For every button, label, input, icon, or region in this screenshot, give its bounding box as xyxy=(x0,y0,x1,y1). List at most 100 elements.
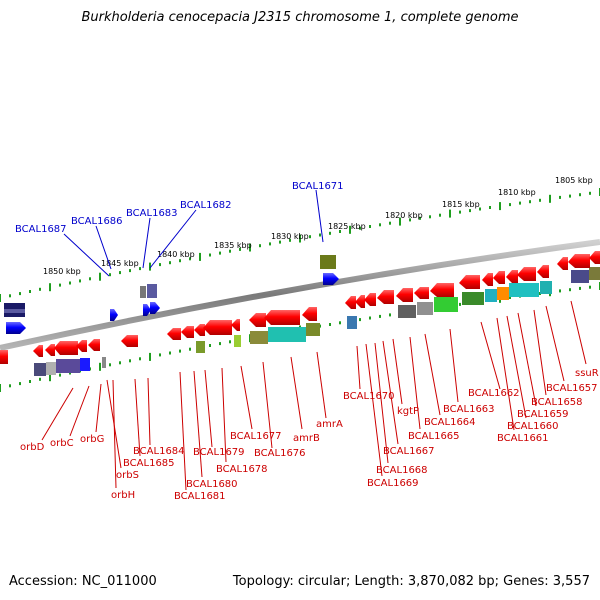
scale-minor-tick xyxy=(559,289,561,293)
scale-minor-tick xyxy=(179,349,181,353)
scale-minor-tick xyxy=(59,373,61,377)
scale-major-tick xyxy=(0,384,1,392)
scale-minor-tick xyxy=(529,200,531,204)
gene-block xyxy=(540,281,552,294)
scale-major-tick xyxy=(99,362,101,371)
gene-block xyxy=(46,362,56,375)
gene-arrow xyxy=(459,275,480,289)
gene-arrow xyxy=(377,290,394,304)
scale-minor-tick xyxy=(469,209,471,213)
gene-label-BCAL1669: BCAL1669 xyxy=(367,478,419,489)
scale-minor-tick xyxy=(319,233,321,237)
scale-minor-tick xyxy=(29,290,31,293)
bottom-labels: orbD orbC orbG orbS orbH BCAL1684 BCAL16… xyxy=(20,368,599,502)
scale-minor-tick xyxy=(519,201,521,205)
gene-label-BCAL1686: BCAL1686 xyxy=(71,216,123,227)
scale-major-tick xyxy=(249,243,251,252)
gene-block xyxy=(250,331,268,344)
scale-major-tick xyxy=(0,294,1,302)
gene-label-BCAL1681: BCAL1681 xyxy=(174,491,226,502)
gene-arrow xyxy=(506,270,518,283)
scale-major-tick xyxy=(399,217,401,226)
scale-major-tick xyxy=(549,194,551,203)
gene-arrow xyxy=(430,283,454,297)
gene-label-amrB: amrB xyxy=(293,433,320,444)
scale-minor-tick xyxy=(39,377,41,381)
gene-block xyxy=(102,357,106,368)
scale-major-tick xyxy=(349,225,351,234)
scale-minor-tick xyxy=(229,340,231,344)
scale-major-tick xyxy=(49,283,51,292)
scale-minor-tick xyxy=(339,321,341,325)
scale-minor-tick xyxy=(559,195,561,199)
gene-block xyxy=(398,305,416,318)
gene-block xyxy=(417,302,433,315)
gene-arrow xyxy=(517,267,536,281)
scale-label-1830: 1830 kbp xyxy=(271,232,309,241)
gene-arrow xyxy=(54,341,78,355)
gene-block xyxy=(4,309,25,313)
scale-minor-tick xyxy=(129,359,131,363)
scale-minor-tick xyxy=(489,206,491,209)
scale-minor-tick xyxy=(209,253,211,257)
accession-text: Accession: NC_011000 xyxy=(9,574,157,589)
scale-minor-tick xyxy=(509,203,511,207)
scale-minor-tick xyxy=(109,273,111,277)
top-labels: BCAL1687 BCAL1686 BCAL1683 BCAL1682 BCAL… xyxy=(15,181,344,235)
gene-label-BCAL1657: BCAL1657 xyxy=(546,383,598,394)
scale-minor-tick xyxy=(579,193,581,197)
gene-label-BCAL1678: BCAL1678 xyxy=(216,464,268,475)
gene-arrow xyxy=(345,296,356,309)
scale-minor-tick xyxy=(329,323,331,326)
gene-block xyxy=(589,267,600,280)
gene-label-kgtP: kgtP xyxy=(397,406,419,417)
scale-minor-tick xyxy=(369,225,371,228)
gene-block xyxy=(509,283,539,297)
gene-label-BCAL1682: BCAL1682 xyxy=(180,200,232,211)
gene-label-BCAL1664: BCAL1664 xyxy=(424,417,476,428)
gene-arrow xyxy=(143,304,151,316)
gene-arrow xyxy=(203,320,232,335)
gene-label-BCAL1660: BCAL1660 xyxy=(507,421,559,432)
scale-minor-tick xyxy=(89,277,91,281)
reverse-strand-features xyxy=(0,251,600,376)
gene-arrow xyxy=(167,328,181,340)
scale-label-1805: 1805 kbp xyxy=(555,176,593,185)
gene-label-BCAL1676: BCAL1676 xyxy=(254,448,306,459)
scale-minor-tick xyxy=(119,271,121,275)
gene-label-BCAL1658: BCAL1658 xyxy=(531,397,583,408)
scale-minor-tick xyxy=(159,353,161,357)
scale-label-1820: 1820 kbp xyxy=(385,211,423,220)
gene-label-BCAL1677: BCAL1677 xyxy=(230,431,282,442)
gene-arrow xyxy=(589,251,600,264)
gene-label-orbD: orbD xyxy=(20,442,45,453)
gene-block xyxy=(434,297,458,312)
scale-minor-tick xyxy=(139,267,141,271)
scale-labels: 1850 kbp 1845 kbp 1840 kbp 1835 kbp 1830… xyxy=(43,176,593,276)
scale-minor-tick xyxy=(69,281,71,285)
scale-minor-tick xyxy=(9,294,11,298)
gene-arrow xyxy=(568,254,590,268)
scale-minor-tick xyxy=(309,235,311,239)
scale-minor-tick xyxy=(389,221,391,225)
gene-block xyxy=(234,335,241,347)
forward-strand-features xyxy=(4,255,600,334)
gene-arrow xyxy=(6,322,26,334)
scale-label-1835: 1835 kbp xyxy=(214,241,252,250)
scale-minor-tick xyxy=(19,292,21,296)
scale-minor-tick xyxy=(369,316,371,320)
gene-arrow xyxy=(110,309,118,321)
scale-minor-tick xyxy=(589,285,591,289)
scale-label-1850: 1850 kbp xyxy=(43,267,81,276)
gene-label-BCAL1667: BCAL1667 xyxy=(383,446,435,457)
gene-block xyxy=(80,358,90,371)
gene-label-orbH: orbH xyxy=(111,490,135,501)
gene-arrow xyxy=(537,265,549,278)
gene-arrow xyxy=(88,339,100,351)
scale-minor-tick xyxy=(429,215,431,219)
scale-minor-tick xyxy=(339,230,341,233)
scale-major-tick xyxy=(99,272,101,281)
gene-label-BCAL1668: BCAL1668 xyxy=(376,465,428,476)
